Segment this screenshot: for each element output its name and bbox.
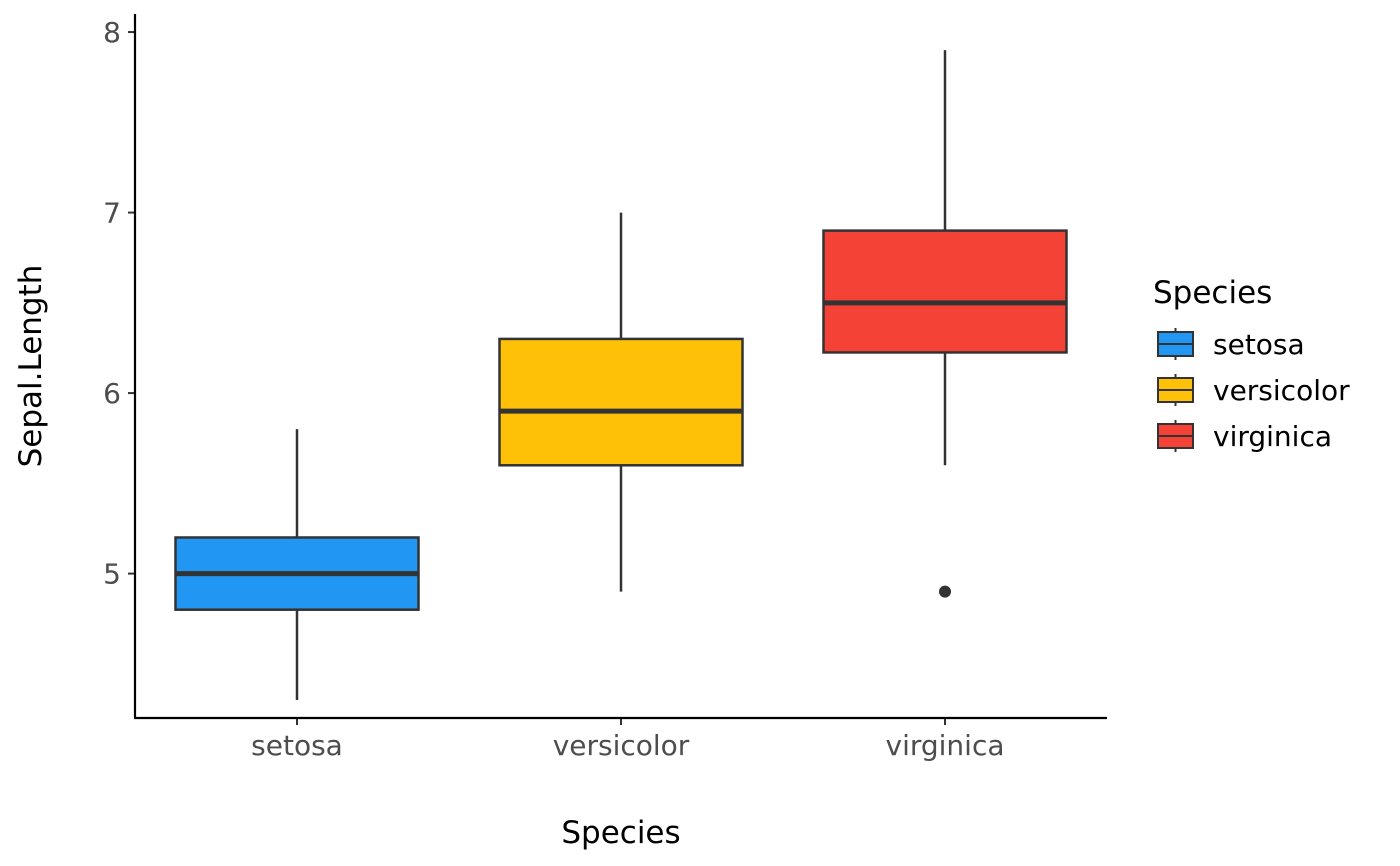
legend-label: virginica <box>1213 420 1332 453</box>
y-tick-label: 8 <box>103 16 121 49</box>
x-tick-label: setosa <box>251 729 343 762</box>
legend: Species setosa versicolor virginica <box>1153 275 1350 453</box>
legend-item-versicolor: versicolor <box>1157 374 1350 407</box>
y-axis-title: Sepal.Length <box>13 265 49 468</box>
legend-title: Species <box>1153 275 1272 311</box>
box-setosa <box>174 429 420 700</box>
x-axis-title: Species <box>561 815 680 851</box>
legend-item-virginica: virginica <box>1157 420 1332 453</box>
x-tick-label: virginica <box>886 729 1005 762</box>
y-tick-label: 6 <box>103 377 121 410</box>
box-body <box>822 229 1068 354</box>
box-virginica <box>822 50 1068 598</box>
legend-label: setosa <box>1213 328 1305 361</box>
box-body <box>498 337 744 467</box>
legend-label: versicolor <box>1213 374 1350 407</box>
y-axis-ticks: 5 6 7 8 <box>103 16 135 591</box>
x-axis-ticks: setosa versicolor virginica <box>251 718 1005 762</box>
box-versicolor <box>498 212 744 592</box>
x-tick-label: versicolor <box>553 729 690 762</box>
legend-items: setosa versicolor virginica <box>1157 328 1350 453</box>
y-tick-label: 5 <box>103 558 121 591</box>
boxes-group <box>174 50 1068 700</box>
y-tick-label: 7 <box>103 197 121 230</box>
plot-area: 5 6 7 8 setosa versicolor virginica <box>103 14 1107 762</box>
legend-item-setosa: setosa <box>1157 328 1305 361</box>
outlier-point <box>939 585 951 598</box>
